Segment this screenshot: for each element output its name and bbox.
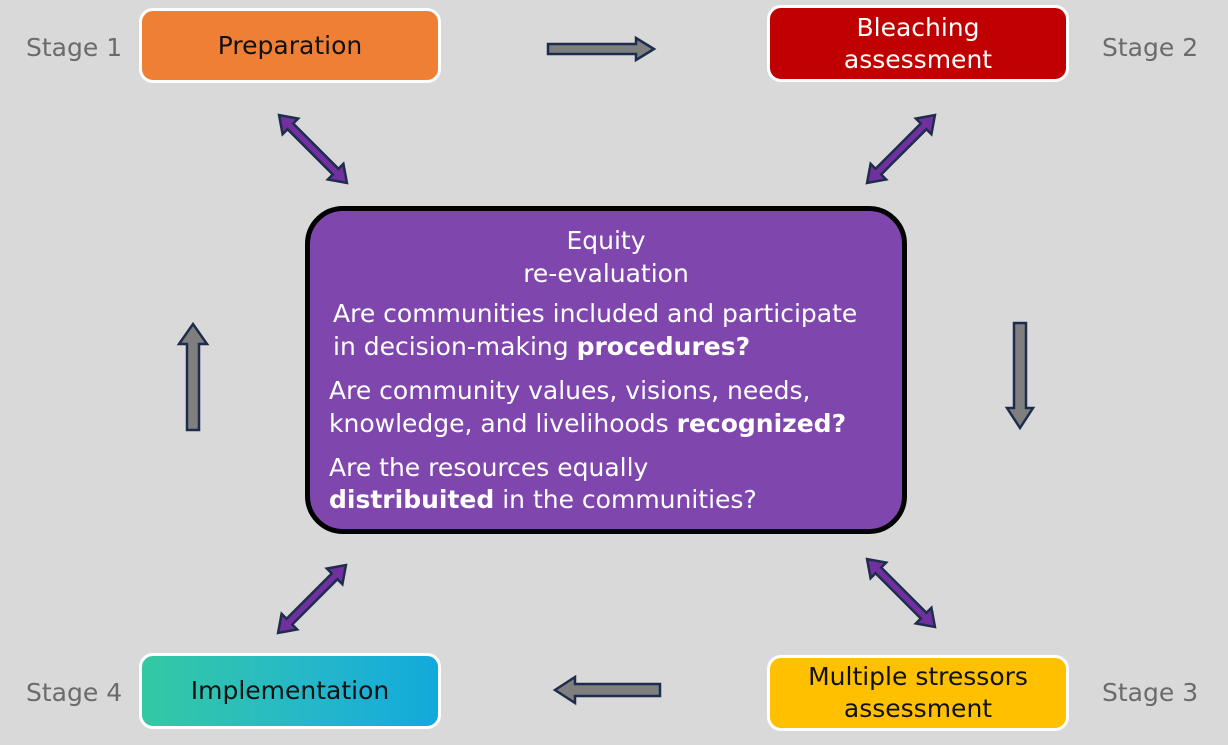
multiple-stressors-box: Multiple stressors assessment <box>767 655 1069 731</box>
procedures-keyword: procedures? <box>576 332 751 361</box>
implementation-box: Implementation <box>139 653 441 729</box>
double-arrow-stage2-center <box>865 113 937 185</box>
center-title-line1: Equity <box>566 226 646 255</box>
question-procedures-line2: in decision-making procedures? <box>333 332 751 361</box>
multiple-stressors-text-line2: assessment <box>843 694 993 723</box>
bleaching-text-line1: Bleaching <box>856 12 980 42</box>
double-arrow-stage4-center <box>276 563 348 635</box>
stage-4-label: Stage 4 <box>26 678 123 707</box>
equity-reevaluation-box: Equity re-evaluation Are communities inc… <box>305 206 907 534</box>
bleaching-assessment-box: Bleaching assessment <box>767 5 1069 82</box>
stage-2-label: Stage 2 <box>1102 33 1199 62</box>
question-distribution-line1: Are the resources equally <box>329 453 649 482</box>
preparation-text: Preparation <box>217 30 363 60</box>
bleaching-text-line2: assessment <box>843 44 993 74</box>
double-arrow-stage3-center <box>865 557 937 629</box>
stage-3-label: Stage 3 <box>1102 678 1199 707</box>
question-procedures-line1: Are communities included and participate <box>333 299 858 328</box>
multiple-stressors-text-line1: Multiple stressors <box>808 662 1028 691</box>
implementation-text: Implementation <box>190 676 390 705</box>
arrow-stage1-to-stage2 <box>546 35 657 63</box>
preparation-box: Preparation <box>139 8 441 83</box>
recognized-keyword: recognized? <box>676 409 847 438</box>
center-title-line2: re-evaluation <box>523 259 689 288</box>
double-arrow-stage1-center <box>277 113 349 185</box>
arrow-stage4-to-stage1 <box>176 321 210 432</box>
arrow-stage3-to-stage4 <box>552 674 662 706</box>
question-recognition-line1: Are community values, visions, needs, <box>329 376 811 405</box>
stage-1-label: Stage 1 <box>26 33 123 62</box>
arrow-stage2-to-stage3 <box>1004 321 1036 431</box>
question-recognition-line2: knowledge, and livelihoods recognized? <box>329 409 847 438</box>
question-distribution-line2: distribuited in the communities? <box>329 485 757 514</box>
distributed-keyword: distribuited <box>329 485 495 514</box>
